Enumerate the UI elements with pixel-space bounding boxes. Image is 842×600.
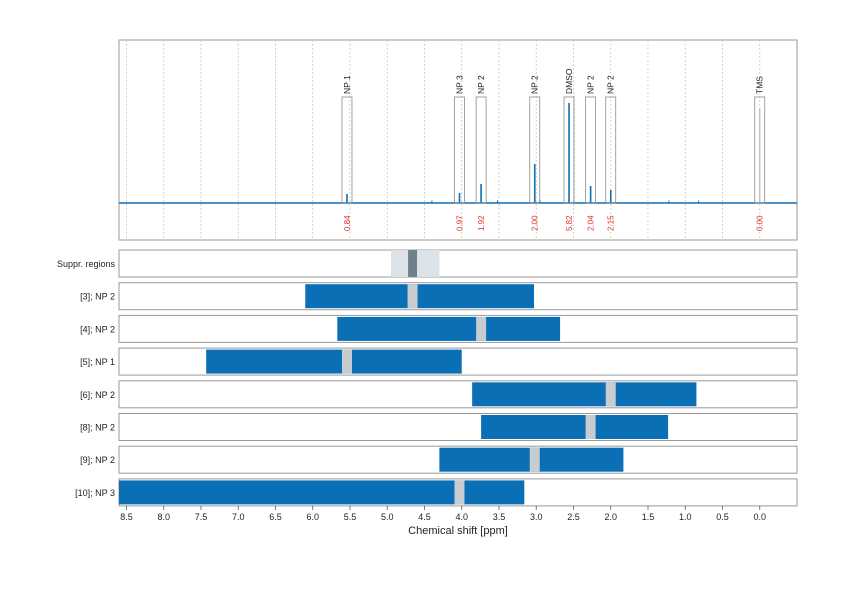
range-marker [454, 480, 465, 505]
peak-integral: 2.15 [607, 215, 616, 231]
peak-label: NP 1 [342, 75, 352, 94]
peak-integral: 1.92 [477, 215, 486, 231]
x-tick-label: 3.5 [493, 512, 506, 522]
row-panel [118, 249, 798, 278]
range-marker [605, 382, 616, 407]
suppressed-regions-label: Suppr. regions [57, 259, 116, 269]
peak-box [563, 96, 575, 204]
suppressed-region-inner [408, 250, 418, 277]
peak-label: NP 3 [454, 75, 464, 94]
x-tick-label: 2.5 [567, 512, 580, 522]
peak-box [585, 96, 597, 204]
peak-box [754, 96, 766, 204]
x-tick-label: 0.0 [753, 512, 766, 522]
x-tick-label: 1.0 [679, 512, 692, 522]
range-marker [407, 284, 418, 309]
peak-label: DMSO [564, 68, 574, 94]
range-label: [10]; NP 3 [75, 488, 115, 498]
peak-integral: 2.00 [531, 215, 540, 231]
x-tick-label: 1.5 [642, 512, 655, 522]
peak-label: NP 2 [530, 75, 540, 94]
peak-integral: 0.84 [343, 215, 352, 231]
x-tick-label: 5.0 [381, 512, 394, 522]
x-tick-label: 2.0 [604, 512, 617, 522]
range-marker [529, 447, 540, 472]
row-panel [118, 413, 798, 441]
peak-label: NP 2 [476, 75, 486, 94]
range-label: [8]; NP 2 [80, 423, 115, 433]
range-label: [5]; NP 1 [80, 357, 115, 367]
peak-integral: 0.97 [455, 215, 464, 231]
range-marker [585, 415, 596, 439]
range-label: [6]; NP 2 [80, 390, 115, 400]
peak-box [605, 96, 617, 204]
peak-label: NP 2 [586, 75, 596, 94]
peak-box [454, 96, 465, 204]
peak-integral: 2.04 [587, 215, 596, 231]
range-bar [305, 284, 534, 309]
peak-integral: 0.00 [756, 215, 765, 231]
x-tick-label: 6.5 [269, 512, 282, 522]
x-tick-label: 0.5 [716, 512, 729, 522]
peak-label: NP 2 [606, 75, 616, 94]
peak-box [529, 96, 541, 204]
x-tick-label: 8.0 [157, 512, 170, 522]
peak-box [341, 96, 353, 204]
peak-label: TMS [755, 76, 765, 94]
x-tick-label: 6.0 [306, 512, 319, 522]
x-axis-label: Chemical shift [ppm] [408, 525, 508, 537]
x-tick-label: 4.5 [418, 512, 431, 522]
x-tick-label: 7.5 [195, 512, 208, 522]
range-marker [476, 316, 487, 341]
range-label: [4]; NP 2 [80, 324, 115, 334]
x-tick-label: 3.0 [530, 512, 543, 522]
range-marker [341, 349, 352, 374]
range-label: [3]; NP 2 [80, 292, 115, 302]
x-tick-label: 7.0 [232, 512, 245, 522]
range-bar [472, 382, 697, 407]
range-bar [337, 316, 561, 341]
range-bar [206, 349, 462, 374]
peak-integral: 5.82 [565, 215, 574, 231]
x-tick-label: 5.5 [344, 512, 357, 522]
range-label: [9]; NP 2 [80, 455, 115, 465]
x-tick-label: 4.0 [455, 512, 468, 522]
range-bar [481, 415, 669, 439]
peak-box [475, 96, 487, 204]
spectrum-panel [118, 39, 798, 241]
x-tick-label: 8.5 [120, 512, 133, 522]
